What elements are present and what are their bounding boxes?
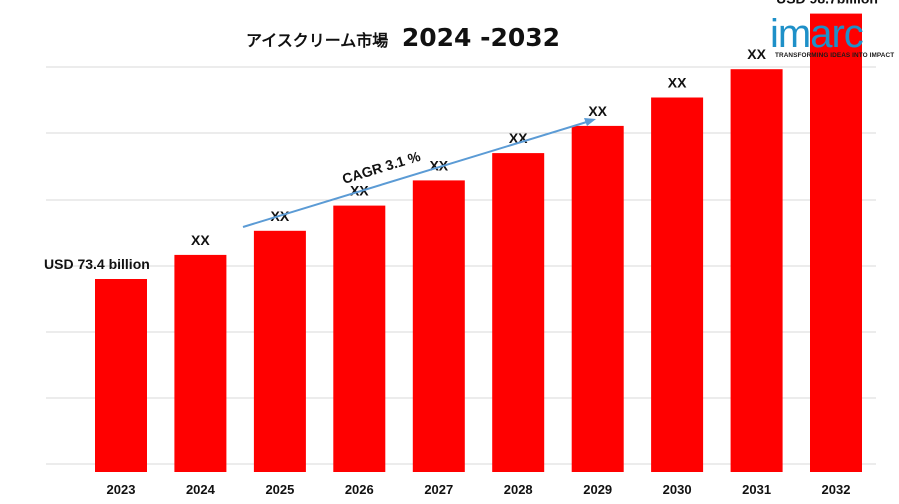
bar-2025 (253, 230, 306, 472)
x-tick-2029: 2029 (583, 482, 612, 497)
bar-2023 (95, 279, 147, 472)
x-tick-2027: 2027 (424, 482, 453, 497)
x-tick-2028: 2028 (504, 482, 533, 497)
imarc-logo: imarc TRANSFORMING IDEAS INTO IMPACT (766, 12, 894, 64)
logo-tagline: TRANSFORMING IDEAS INTO IMPACT (775, 52, 895, 59)
x-tick-2025: 2025 (265, 482, 294, 497)
chart-title-text: アイスクリーム市場 (246, 31, 388, 50)
cagr-label: CAGR 3.1 % (340, 148, 423, 187)
data-label-2032: USD 98.7billion (776, 0, 878, 7)
chart-title: アイスクリーム市場 2024 -2032 (246, 23, 560, 52)
bar-2032 (810, 13, 862, 472)
bar-2028 (492, 153, 545, 472)
data-label-2031: XX (747, 46, 766, 62)
x-tick-2032: 2032 (822, 482, 851, 497)
data-label-2024: XX (191, 232, 210, 248)
bar-2024 (174, 254, 227, 472)
x-tick-2031: 2031 (742, 482, 771, 497)
x-tick-2030: 2030 (663, 482, 692, 497)
bar-2026 (333, 205, 386, 472)
bar-2030 (651, 97, 704, 472)
data-label-2030: XX (668, 75, 687, 91)
x-tick-2026: 2026 (345, 482, 374, 497)
logo-wordmark: imarc (770, 12, 864, 56)
chart-title-years: 2024 -2032 (402, 23, 560, 52)
cagr-arrowhead (584, 118, 596, 126)
bars (95, 13, 862, 473)
bar-2029 (571, 125, 624, 473)
data-labels: USD 73.4 billionXXXXXXXXXXXXXXXXUSD 98.7… (44, 0, 878, 272)
x-tick-2023: 2023 (107, 482, 136, 497)
bar-2031 (730, 69, 783, 472)
x-axis-tick-labels: 2023 2024 2025 2026 2027 2028 2029 2030 2031 2032 (107, 482, 851, 497)
x-tick-2024: 2024 (186, 482, 216, 497)
data-label-2029: XX (588, 103, 607, 119)
cagr-arrow (242, 120, 591, 228)
data-label-2023: USD 73.4 billion (44, 256, 150, 272)
bar-2027 (412, 180, 465, 472)
